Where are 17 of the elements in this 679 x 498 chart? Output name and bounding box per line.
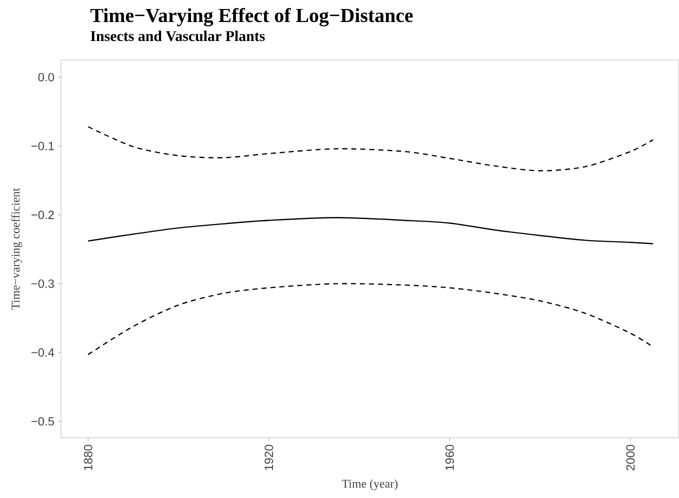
y-axis-title: Time−varying coefficient <box>11 188 22 310</box>
chart-title: Time−Varying Effect of Log−Distance <box>90 8 413 26</box>
x-axis-title: Time (year) <box>342 479 398 490</box>
y-tick-label: −0.3 <box>31 280 54 288</box>
y-tick-label: −0.5 <box>31 417 54 426</box>
x-tick-label: 1960 <box>445 444 454 470</box>
chart-subtitle: Insects and Vascular Plants <box>90 30 265 42</box>
line-series <box>88 126 654 172</box>
x-tick-label: 2000 <box>626 444 635 470</box>
line-series <box>88 283 654 356</box>
x-tick-label: 1880 <box>84 444 92 470</box>
x-tick-label: 1920 <box>264 444 274 470</box>
y-tick-label: −0.4 <box>31 348 54 357</box>
y-tick-label: −0.2 <box>31 210 54 220</box>
y-tick-label: −0.1 <box>31 142 54 150</box>
y-tick-label: 0.0 <box>38 73 54 82</box>
line-series <box>88 217 654 244</box>
